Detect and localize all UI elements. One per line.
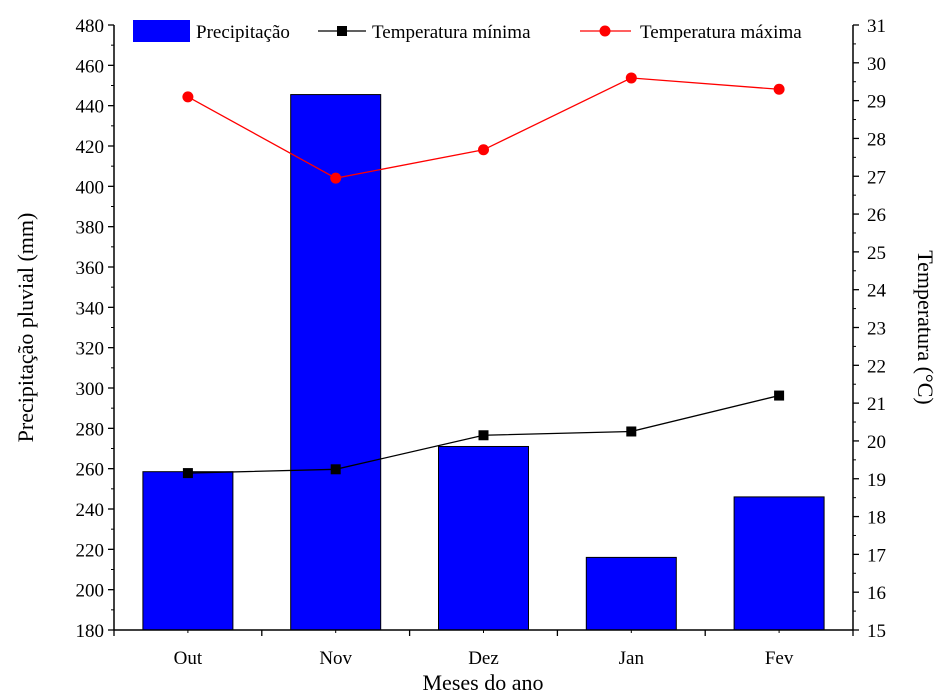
- line-temp-max: [187, 77, 780, 179]
- y-axis-right-title: Temperatura (°C): [913, 250, 938, 404]
- legend: Precipitação Temperatura mínima Temperatur…: [133, 20, 802, 43]
- axis-titles: Meses do ano Precipitação pluvial (mm) Tem…: [13, 213, 938, 695]
- y-right-tick-label: 15: [867, 621, 886, 642]
- legend-label-temp-min: Temperatura mínima: [372, 22, 531, 43]
- y-left-tick-label: 300: [76, 379, 105, 400]
- y-right-tick-label: 26: [867, 205, 886, 226]
- y-left-tick-label: 480: [76, 16, 105, 37]
- x-tick-label-out: Out: [174, 648, 203, 669]
- y-right-tick-label: 31: [867, 16, 886, 37]
- x-tick-label-fev: Fev: [765, 648, 794, 669]
- x-tick-label-jan: Jan: [619, 648, 645, 669]
- legend-label-precipitacao: Precipitação: [196, 22, 290, 43]
- y-left-tick-label: 320: [76, 339, 105, 360]
- y-left-tick-label: 340: [76, 298, 105, 319]
- y-right-tick-label: 30: [867, 54, 886, 75]
- bar-dez: [438, 445, 529, 631]
- y-left-tick-label: 220: [76, 540, 105, 561]
- y-left-tick-label: 240: [76, 500, 105, 521]
- legend-marker-temp-min: [337, 26, 347, 36]
- y-right-tick-label: 21: [867, 394, 886, 415]
- y-right-tick-label: 20: [867, 432, 886, 453]
- bars-layer: [142, 94, 825, 631]
- axes-layer: 180 200 220 240 260 280 300 320 340 360 380 400 420 4…: [76, 16, 887, 669]
- bar-nov: [290, 94, 382, 631]
- y-right-tick-label: 29: [867, 92, 886, 113]
- y-right-tick-label: 19: [867, 470, 886, 491]
- y-right-tick-label: 18: [867, 508, 886, 529]
- y-left-tick-label: 440: [76, 97, 105, 118]
- x-axis-title: Meses do ano: [423, 670, 544, 695]
- point-temp-min: [774, 390, 785, 401]
- y-left-tick-label: 280: [76, 419, 105, 440]
- lines-layer: [182, 72, 785, 479]
- legend-marker-temp-max: [599, 25, 611, 37]
- y-left-tick-label: 260: [76, 460, 105, 481]
- y-left-tick-label: 200: [76, 581, 105, 602]
- point-temp-min: [330, 464, 341, 475]
- point-temp-min: [478, 430, 489, 441]
- x-tick-label-dez: Dez: [468, 648, 499, 669]
- y-right-tick-label: 22: [867, 356, 886, 377]
- legend-swatch-precipitacao: [133, 20, 190, 42]
- point-temp-max: [182, 91, 194, 103]
- bar-out: [142, 471, 234, 631]
- y-left-tick-label: 380: [76, 218, 105, 239]
- y-left-tick-label: 460: [76, 56, 105, 77]
- point-temp-max: [625, 72, 637, 84]
- y-left-tick-label: 360: [76, 258, 105, 279]
- point-temp-min: [182, 468, 193, 479]
- y-right-tick-label: 16: [867, 583, 886, 604]
- point-temp-max: [478, 144, 489, 156]
- y-right-tick-label: 25: [867, 243, 886, 264]
- point-temp-max: [773, 83, 785, 95]
- y-right-tick-label: 27: [867, 167, 886, 188]
- y-axis-left-title: Precipitação pluvial (mm): [13, 213, 38, 443]
- y-right-tick-label: 24: [867, 281, 887, 302]
- y-left-tick-label: 400: [76, 177, 105, 198]
- point-temp-min: [626, 426, 637, 437]
- y-right-tick-label: 28: [867, 129, 886, 150]
- point-temp-max: [330, 172, 342, 184]
- bar-fev: [733, 496, 825, 631]
- y-right-tick-label: 23: [867, 319, 886, 340]
- y-right-tick-label: 17: [867, 545, 886, 566]
- y-left-tick-label: 180: [76, 621, 105, 642]
- bar-jan: [585, 556, 677, 631]
- x-tick-label-nov: Nov: [319, 648, 352, 669]
- y-left-tick-label: 420: [76, 137, 105, 158]
- legend-label-temp-max: Temperatura máxima: [640, 22, 802, 43]
